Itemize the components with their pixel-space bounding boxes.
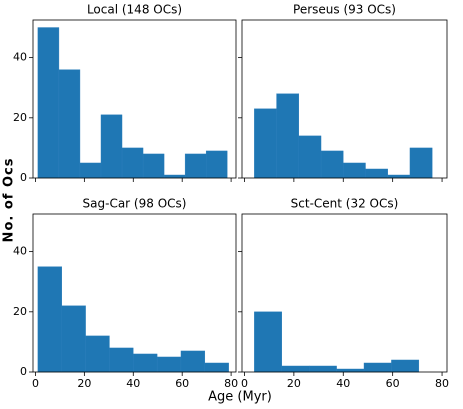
x-tick-label: 60 xyxy=(386,377,400,390)
bar xyxy=(343,162,366,179)
subplot-title: Sag-Car (98 OCs) xyxy=(83,197,187,211)
bar xyxy=(37,266,62,373)
y-tick-label: 40 xyxy=(13,245,27,258)
bar xyxy=(121,147,144,179)
axes-frame xyxy=(32,19,237,179)
y-tick-label: 40 xyxy=(13,51,27,64)
bar xyxy=(156,356,182,373)
x-tick-label: 80 xyxy=(435,377,449,390)
subplot-title: Perseus (93 OCs) xyxy=(293,3,396,17)
bar xyxy=(365,168,388,179)
x-tick-label: 0 xyxy=(241,377,248,390)
y-axis-label: No. of Ocs xyxy=(2,158,17,243)
bar xyxy=(336,368,365,373)
bar xyxy=(298,135,322,179)
bar xyxy=(109,347,134,373)
bar xyxy=(320,150,344,179)
bar xyxy=(180,350,206,373)
bar xyxy=(363,362,392,373)
x-tick-label: 20 xyxy=(287,377,301,390)
bar xyxy=(100,114,123,179)
bar xyxy=(254,108,277,179)
bar xyxy=(133,353,158,373)
bar xyxy=(37,27,60,179)
bar xyxy=(142,153,165,179)
bar xyxy=(281,365,310,373)
bar xyxy=(276,93,300,179)
axes-frame xyxy=(241,213,448,373)
axes-frame xyxy=(32,213,237,373)
bar xyxy=(308,365,337,373)
y-tick-label: 20 xyxy=(13,305,27,318)
y-tick-label: 20 xyxy=(13,111,27,124)
bar xyxy=(387,174,411,179)
subplot-title: Sct-Cent (32 OCs) xyxy=(291,197,399,211)
x-tick-label: 40 xyxy=(336,377,350,390)
bar xyxy=(61,305,86,373)
bar xyxy=(409,147,433,179)
x-tick-label: 60 xyxy=(175,377,189,390)
bar xyxy=(204,362,229,373)
x-tick-label: 40 xyxy=(126,377,140,390)
bar xyxy=(205,150,228,179)
x-tick-label: 80 xyxy=(224,377,238,390)
bar xyxy=(79,162,102,179)
y-tick-label: 0 xyxy=(20,365,27,378)
x-tick-label: 20 xyxy=(77,377,91,390)
bar xyxy=(163,174,186,179)
subplot-title: Local (148 OCs) xyxy=(87,3,182,17)
y-tick-label: 0 xyxy=(20,171,27,184)
x-axis-label: Age (Myr) xyxy=(208,390,272,405)
bar xyxy=(254,311,282,373)
bar xyxy=(85,335,110,373)
bar xyxy=(184,153,207,179)
axes-frame xyxy=(241,19,448,179)
bar xyxy=(391,359,420,373)
x-tick-label: 0 xyxy=(32,377,39,390)
bar xyxy=(58,69,81,179)
